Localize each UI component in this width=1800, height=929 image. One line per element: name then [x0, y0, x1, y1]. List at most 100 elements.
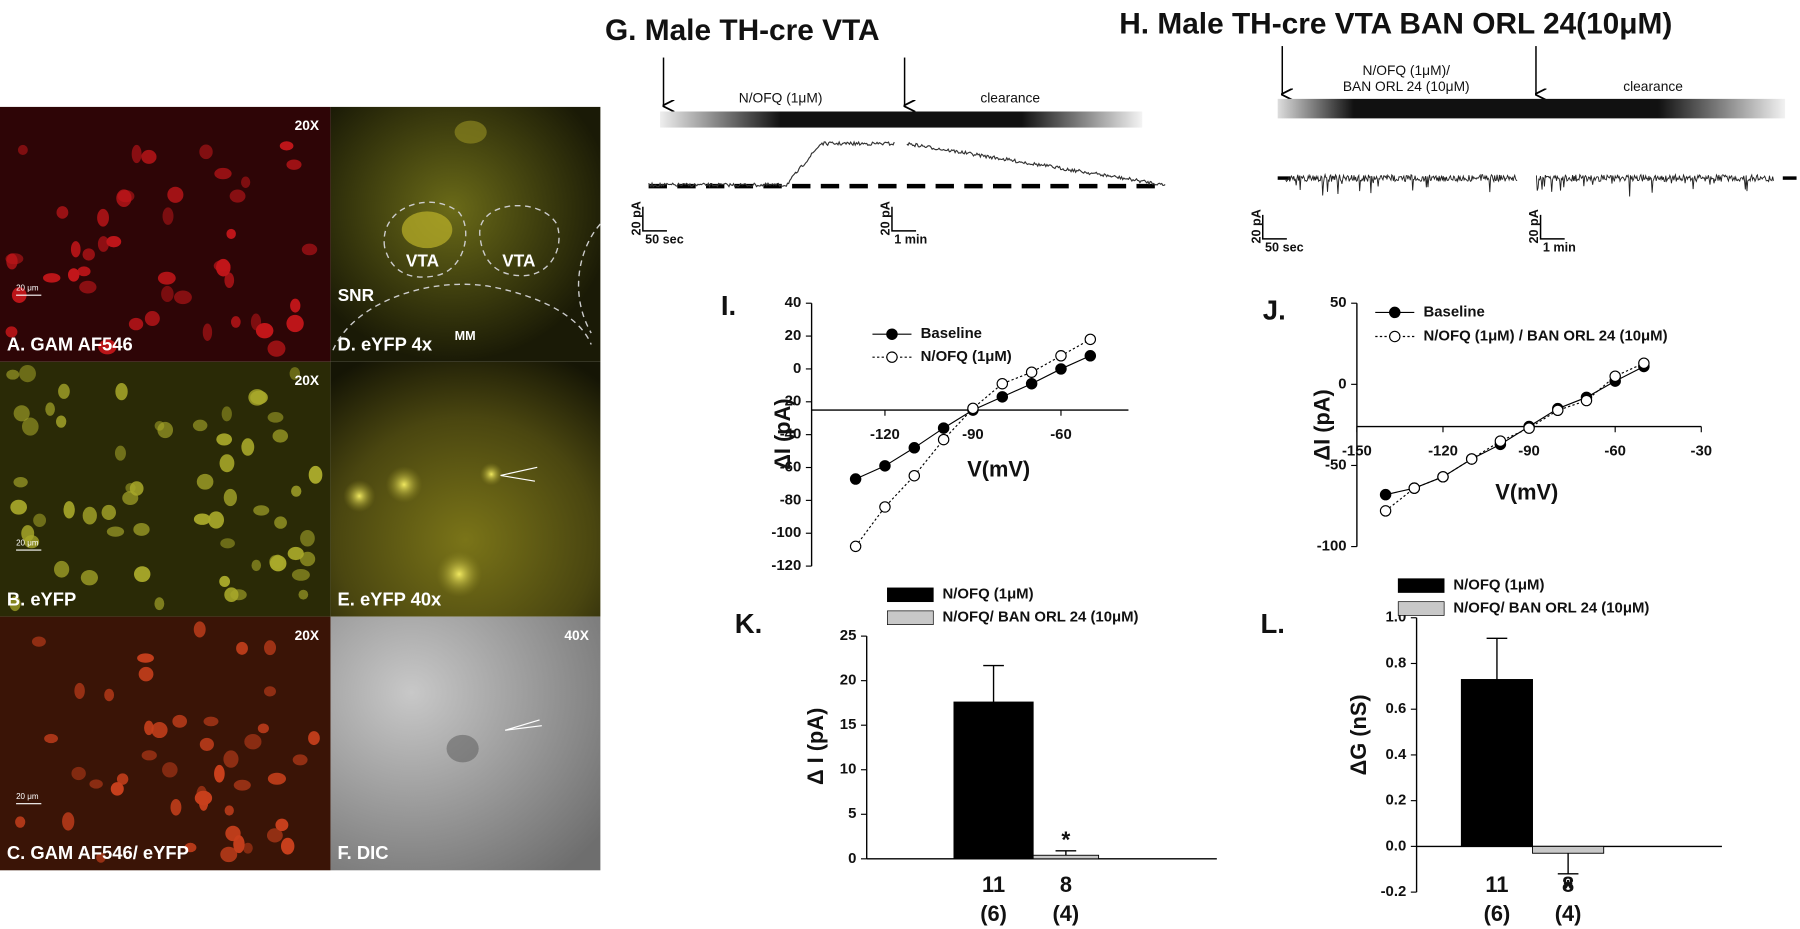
y-tick-label: 0.6 [1386, 700, 1407, 717]
cell [272, 429, 289, 443]
x-tick-label: 8 [1060, 872, 1072, 897]
cell [272, 554, 284, 570]
cell [56, 415, 67, 428]
marker [1465, 453, 1478, 465]
micrograph [0, 361, 331, 617]
x-tick-label: -30 [1691, 443, 1713, 460]
marker [908, 469, 921, 482]
marker [879, 501, 891, 513]
cell [250, 390, 268, 405]
marker [1084, 350, 1097, 362]
bar [1032, 854, 1100, 860]
marker [1580, 394, 1593, 407]
marker [1379, 505, 1392, 517]
legend-swatch [1397, 578, 1445, 593]
cell [174, 290, 192, 305]
x-tick-label: 11 [1485, 872, 1508, 897]
cell [157, 271, 176, 285]
x-tick-label: -90 [1518, 443, 1540, 460]
y-tick-label: 0.2 [1386, 792, 1407, 809]
cell [33, 513, 47, 527]
cell [253, 505, 270, 516]
y-tick-label: 20 [785, 327, 802, 344]
cell [82, 506, 97, 525]
magnification: 20X [295, 628, 320, 643]
cell [203, 716, 219, 727]
marker [937, 433, 950, 446]
series-line [1385, 365, 1645, 496]
error-bar [983, 664, 1004, 703]
cell [196, 473, 214, 490]
scale-label: 20 μm [16, 792, 39, 801]
bar [1532, 845, 1605, 854]
panel-letter: I. [721, 290, 736, 321]
cell [251, 559, 262, 572]
trace-title: H. Male TH-cre VTA BAN ORL 24(10μM) [1119, 7, 1672, 40]
cell [224, 272, 235, 288]
panel-label: E. eYFP 40x [338, 588, 443, 609]
x-tick-label: -60 [1050, 426, 1072, 443]
cell [172, 714, 188, 728]
cell [44, 733, 58, 744]
y-axis-title: ΔG (nS) [1346, 694, 1371, 775]
y-tick-label: 0 [848, 850, 856, 867]
marker [1638, 357, 1650, 369]
cell [220, 846, 238, 863]
cell [5, 326, 18, 338]
wash-label: clearance [1623, 79, 1683, 94]
scale-label: 1 min [894, 232, 927, 246]
drug-label: N/OFQ (1μM) [739, 91, 823, 106]
drug-bar [1277, 98, 1786, 119]
cell [267, 772, 287, 785]
x-tick-label: -150 [1342, 443, 1372, 460]
cell [15, 816, 26, 828]
y-tick-label: 50 [1330, 294, 1347, 311]
cell [125, 482, 136, 493]
legend-marker [1389, 330, 1401, 343]
marker [1437, 471, 1449, 483]
marker [996, 391, 1009, 403]
pointer [504, 719, 542, 731]
cell [53, 560, 70, 578]
cell [10, 499, 27, 515]
cell [343, 479, 376, 513]
region-label: VTA [406, 250, 439, 270]
cell [241, 176, 251, 188]
cell [241, 438, 255, 456]
cell [233, 779, 251, 791]
cell [242, 842, 253, 854]
cell [202, 323, 213, 341]
scale-label: 20 μm [16, 283, 39, 292]
cell [106, 236, 122, 248]
marker [849, 473, 862, 485]
panel-label: A. GAM AF546 [7, 334, 133, 355]
cell [267, 340, 286, 357]
cell [286, 314, 304, 333]
cell [45, 402, 55, 416]
cell [56, 206, 69, 219]
cell [216, 433, 233, 446]
cell [229, 189, 246, 203]
cell [98, 339, 117, 355]
y-tick-label: -120 [771, 557, 801, 574]
cell [162, 207, 174, 225]
n-animals: (4) [1053, 901, 1080, 926]
current-trace [1285, 172, 1774, 197]
cell [62, 812, 75, 831]
cell [144, 311, 160, 327]
x-tick-label: -120 [1428, 443, 1458, 460]
y-axis-title: Δ I (pA) [803, 708, 828, 785]
micrograph [0, 616, 331, 871]
cell [216, 258, 231, 277]
legend-label: N/OFQ (1μM) [1453, 577, 1544, 594]
micrographs: A. GAM AF546 20X 20 μm B. eYFP 20X 20 μm C. GA… [0, 106, 601, 871]
cell [80, 569, 98, 586]
cell [131, 144, 142, 164]
cell [300, 529, 315, 547]
pointer [500, 466, 538, 482]
cell [184, 842, 197, 853]
y-tick-label: -80 [780, 491, 802, 508]
cell [122, 491, 139, 506]
scale-bar [891, 206, 917, 232]
cell [292, 754, 308, 766]
